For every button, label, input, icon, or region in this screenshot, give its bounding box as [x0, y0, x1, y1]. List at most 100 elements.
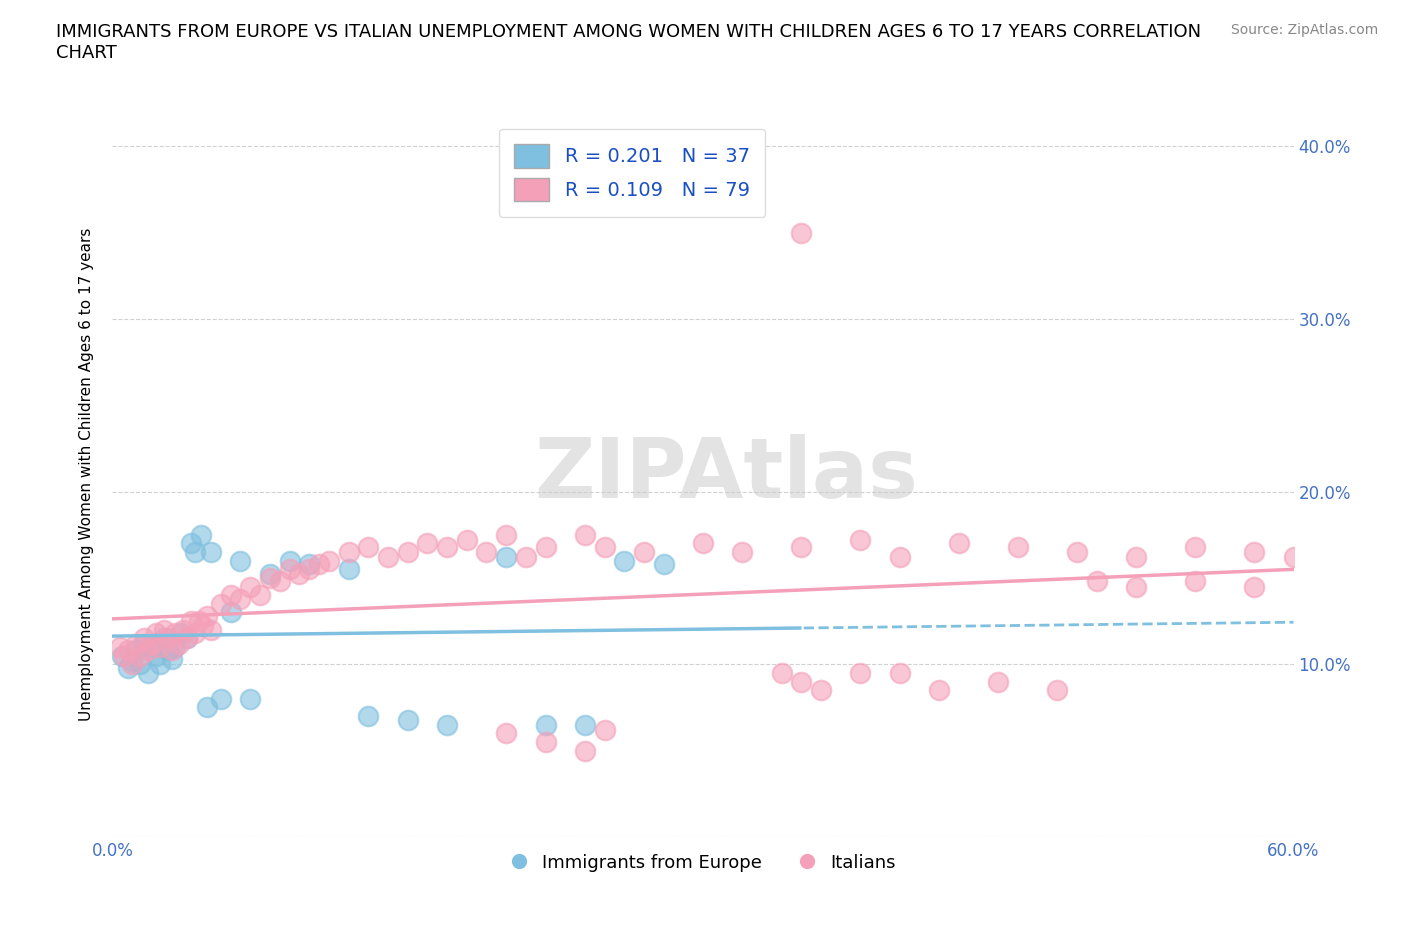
- Point: [156, 643, 179, 658]
- Point: [515, 550, 537, 565]
- Point: [770, 666, 793, 681]
- Point: [1046, 683, 1069, 698]
- Point: [416, 536, 439, 551]
- Point: [1243, 545, 1265, 560]
- Point: [112, 648, 135, 663]
- Point: [121, 654, 143, 669]
- Point: [152, 622, 174, 637]
- Point: [810, 683, 832, 698]
- Point: [239, 691, 262, 706]
- Point: [184, 626, 207, 641]
- Point: [889, 550, 911, 565]
- Point: [132, 636, 155, 651]
- Point: [111, 648, 134, 663]
- Point: [495, 726, 517, 741]
- Point: [1282, 550, 1305, 565]
- Point: [987, 674, 1010, 689]
- Point: [298, 562, 321, 577]
- Point: [534, 539, 557, 554]
- Point: [195, 700, 218, 715]
- Point: [229, 591, 252, 606]
- Point: [170, 626, 193, 641]
- Point: [125, 636, 148, 651]
- Point: [790, 225, 813, 240]
- Point: [160, 643, 183, 658]
- Point: [169, 636, 191, 651]
- Point: [1125, 550, 1147, 565]
- Point: [288, 567, 311, 582]
- Point: [278, 562, 301, 577]
- Point: [377, 550, 399, 565]
- Point: [149, 640, 172, 655]
- Point: [259, 567, 281, 582]
- Point: [129, 657, 152, 671]
- Point: [239, 579, 262, 594]
- Point: [692, 536, 714, 551]
- Point: [141, 640, 163, 655]
- Point: [121, 657, 143, 671]
- Point: [156, 631, 179, 645]
- Point: [200, 622, 222, 637]
- Point: [475, 545, 498, 560]
- Point: [1085, 574, 1108, 589]
- Point: [1125, 579, 1147, 594]
- Point: [141, 636, 163, 651]
- Point: [396, 545, 419, 560]
- Point: [129, 648, 152, 663]
- Point: [337, 562, 360, 577]
- Point: [249, 588, 271, 603]
- Point: [652, 557, 675, 572]
- Point: [229, 553, 252, 568]
- Point: [190, 527, 212, 542]
- Point: [219, 605, 242, 620]
- Point: [200, 545, 222, 560]
- Point: [298, 557, 321, 572]
- Point: [125, 643, 148, 658]
- Point: [209, 596, 232, 611]
- Point: [889, 666, 911, 681]
- Point: [132, 631, 155, 645]
- Point: [613, 553, 636, 568]
- Point: [219, 588, 242, 603]
- Point: [188, 614, 211, 629]
- Point: [176, 631, 198, 645]
- Point: [790, 539, 813, 554]
- Text: IMMIGRANTS FROM EUROPE VS ITALIAN UNEMPLOYMENT AMONG WOMEN WITH CHILDREN AGES 6 : IMMIGRANTS FROM EUROPE VS ITALIAN UNEMPL…: [56, 23, 1201, 62]
- Point: [1066, 545, 1088, 560]
- Point: [928, 683, 950, 698]
- Legend: Immigrants from Europe, Italians: Immigrants from Europe, Italians: [502, 846, 904, 879]
- Point: [456, 533, 478, 548]
- Point: [318, 553, 340, 568]
- Point: [110, 640, 132, 655]
- Point: [136, 643, 159, 658]
- Point: [1243, 579, 1265, 594]
- Point: [357, 709, 380, 724]
- Point: [790, 674, 813, 689]
- Point: [731, 545, 754, 560]
- Point: [180, 614, 202, 629]
- Point: [948, 536, 970, 551]
- Point: [165, 640, 187, 655]
- Point: [172, 622, 194, 637]
- Point: [149, 657, 172, 671]
- Point: [145, 648, 167, 663]
- Point: [165, 626, 187, 641]
- Point: [436, 539, 458, 554]
- Point: [209, 691, 232, 706]
- Point: [308, 557, 330, 572]
- Point: [396, 712, 419, 727]
- Point: [633, 545, 655, 560]
- Point: [136, 666, 159, 681]
- Point: [191, 618, 214, 633]
- Point: [195, 608, 218, 623]
- Point: [180, 536, 202, 551]
- Point: [593, 539, 616, 554]
- Point: [117, 643, 139, 658]
- Point: [495, 550, 517, 565]
- Point: [145, 626, 167, 641]
- Text: ZIPAtlas: ZIPAtlas: [534, 433, 918, 515]
- Point: [278, 553, 301, 568]
- Point: [152, 631, 174, 645]
- Point: [849, 666, 872, 681]
- Text: Source: ZipAtlas.com: Source: ZipAtlas.com: [1230, 23, 1378, 37]
